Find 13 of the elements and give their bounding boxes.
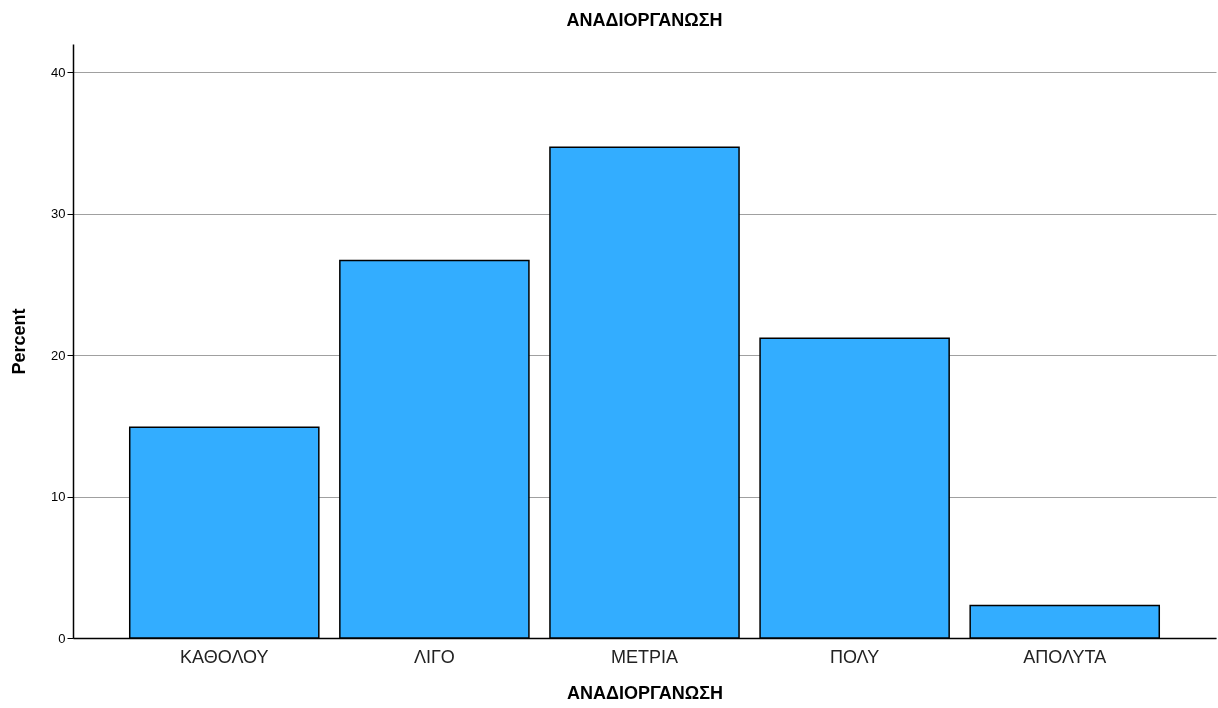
x-tick-label: ΠΟΛΥ xyxy=(829,646,880,667)
x-tick-label: ΚΑΘΟΛΟΥ xyxy=(180,646,269,667)
x-tick-label: ΛΙΓΟ xyxy=(413,646,455,667)
chart-title: ΑΝΑΔΙΟΡΓΑΝΩΣΗ xyxy=(566,10,723,30)
y-tick-label: 30 xyxy=(51,206,66,222)
x-tick-label: ΑΠΟΛΥΤΑ xyxy=(1023,646,1107,667)
x-axis-title: ΑΝΑΔΙΟΡΓΑΝΩΣΗ xyxy=(566,682,724,703)
y-tick-label: 0 xyxy=(58,630,66,646)
y-axis-title: Percent xyxy=(9,308,30,375)
y-tick-label: 20 xyxy=(51,347,66,363)
x-tick-label: ΜΕΤΡΙΑ xyxy=(610,646,679,667)
y-tick-label: 40 xyxy=(51,64,66,80)
y-tick-label: 10 xyxy=(51,489,66,505)
